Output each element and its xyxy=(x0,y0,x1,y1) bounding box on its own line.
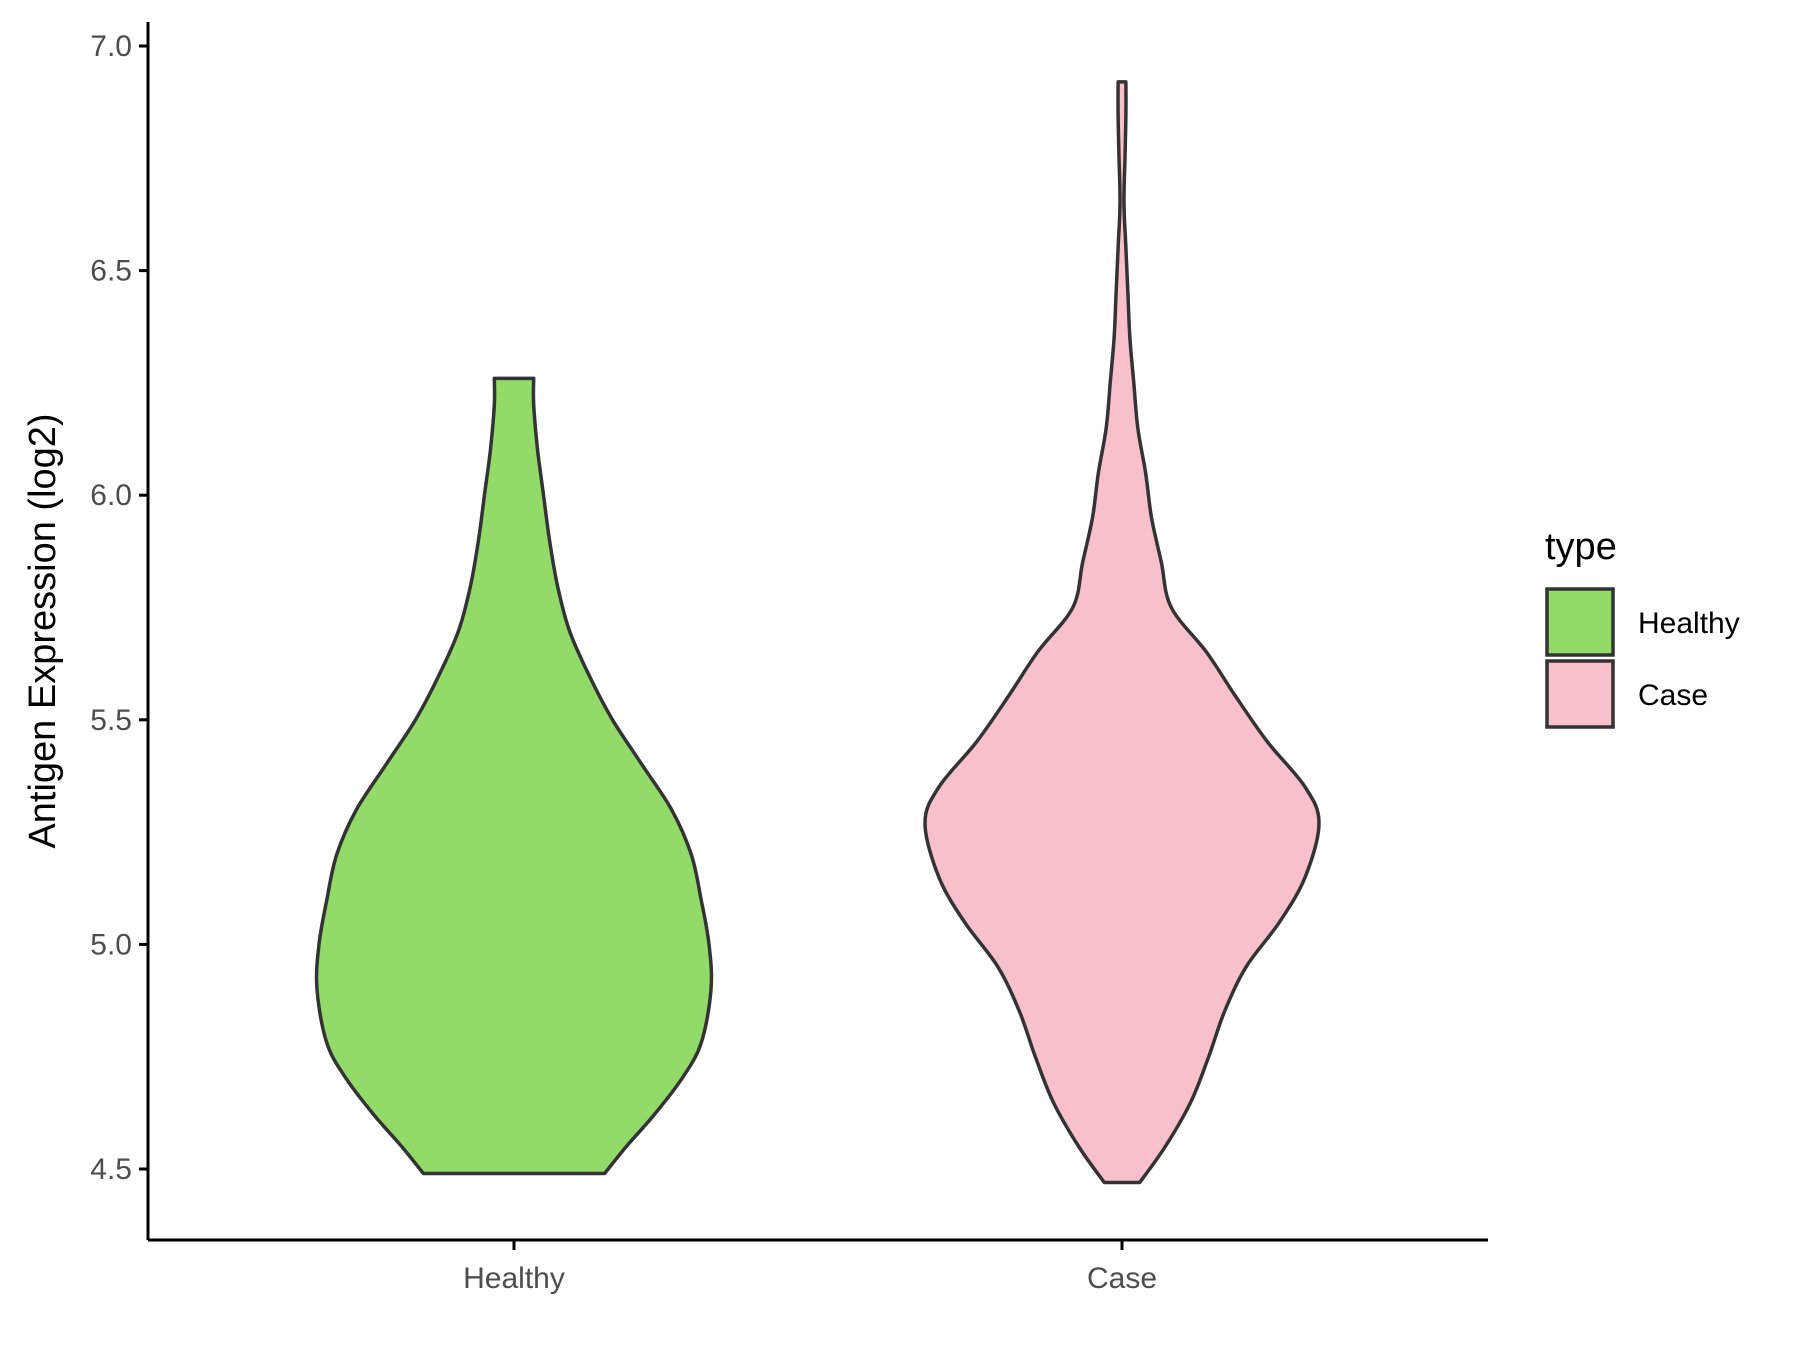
legend-key-case xyxy=(1545,659,1615,729)
violin-case xyxy=(923,80,1321,1185)
legend: type Healthy Case xyxy=(1545,526,1740,729)
violins-layer xyxy=(314,80,1321,1185)
y-axis-title: Antigen Expression (log2) xyxy=(22,413,64,848)
x-tick-label: Case xyxy=(1087,1262,1157,1295)
axes-layer: 4.5 5.0 5.5 6.0 6.5 7.0 Healthy Case xyxy=(90,22,1488,1295)
y-tick-label: 7.0 xyxy=(90,30,132,63)
legend-key-healthy xyxy=(1545,587,1615,657)
y-tick-label: 6.0 xyxy=(90,479,132,512)
violin-healthy xyxy=(314,376,714,1176)
y-tick-label: 4.5 xyxy=(90,1153,132,1186)
legend-label-healthy: Healthy xyxy=(1638,607,1740,640)
y-tick-label: 5.5 xyxy=(90,704,132,737)
legend-title: type xyxy=(1545,526,1617,568)
y-tick-label: 6.5 xyxy=(90,255,132,288)
x-tick-label: Healthy xyxy=(463,1262,565,1295)
y-tick-label: 5.0 xyxy=(90,928,132,961)
legend-label-case: Case xyxy=(1638,679,1708,712)
